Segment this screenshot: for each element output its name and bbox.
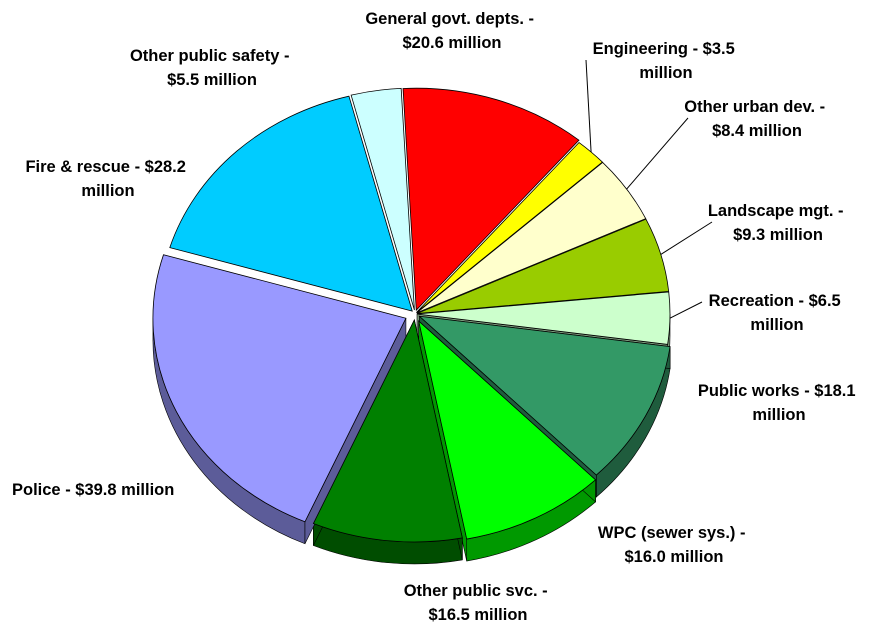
label-fire-rescue: Fire & rescue - $28.2 million [25, 158, 190, 200]
label-police: Police - $39.8 million [12, 481, 174, 499]
slice-other-public-safety [350, 87, 415, 311]
slice-landscape-mgt [416, 218, 670, 314]
slice-recreation [416, 291, 671, 345]
label-other-public-safety: Other public safety - $5.5 million [130, 47, 294, 89]
slice-other-urban-dev [416, 161, 647, 314]
label-wpc: WPC (sewer sys.) - $16.0 million [598, 524, 750, 566]
leader-landscape-mgt [660, 221, 713, 255]
slice-public-works [418, 315, 671, 476]
label-general-govt: General govt. depts. - $20.6 million [365, 10, 538, 52]
slice-engineering [416, 142, 603, 313]
leader-recreation [669, 301, 703, 319]
slice-other-public-svc [312, 318, 463, 543]
label-other-urban-dev: Other urban dev. - $8.4 million [684, 98, 829, 140]
slice-fire-rescue [169, 95, 413, 312]
slice-general-govt-depts [402, 87, 580, 312]
label-landscape-mgt: Landscape mgt. - $9.3 million [708, 202, 848, 244]
slice-tops [152, 87, 671, 543]
slice-wpc-sewer-sys [418, 319, 597, 540]
label-engineering: Engineering - $3.5 million [593, 40, 740, 82]
leader-other-urban-dev [626, 117, 689, 190]
label-public-works: Public works - $18.1 million [698, 382, 860, 424]
slice-labels: General govt. depts. - $20.6 million Eng… [12, 10, 860, 624]
label-recreation: Recreation - $6.5 million [709, 292, 846, 334]
leader-lines [585, 59, 713, 319]
slice-police [152, 254, 407, 523]
leader-engineering [585, 59, 592, 153]
label-other-public-svc: Other public svc. - $16.5 million [404, 582, 553, 624]
